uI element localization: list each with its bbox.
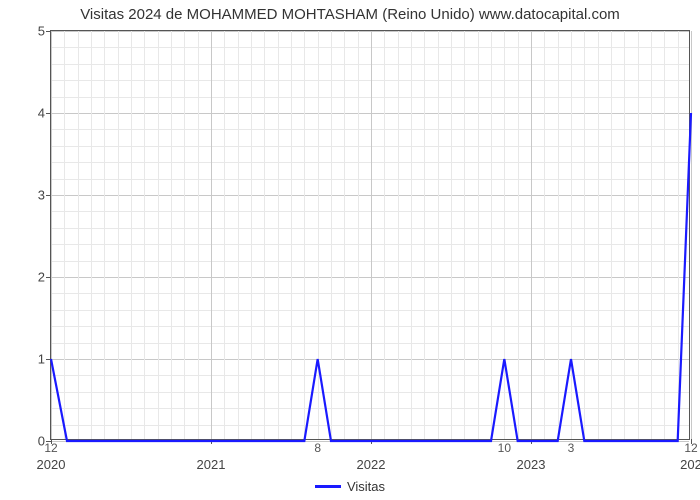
ytick-label: 2: [38, 270, 51, 285]
ytick-label: 3: [38, 188, 51, 203]
plot-area: 012345202020212022202320212810312: [50, 30, 690, 440]
ytick-label: 4: [38, 106, 51, 121]
chart-title: Visitas 2024 de MOHAMMED MOHTASHAM (Rein…: [0, 6, 700, 23]
ytick-label: 1: [38, 352, 51, 367]
spike-label: 3: [568, 439, 575, 455]
legend-label: Visitas: [347, 479, 385, 494]
legend-swatch: [315, 485, 341, 488]
spike-label: 12: [44, 439, 57, 455]
xtick-label: 2022: [357, 439, 386, 472]
grid-line-x-major: [691, 31, 692, 439]
spike-label: 12: [684, 439, 697, 455]
xtick-label: 2021: [197, 439, 226, 472]
series-svg: [51, 31, 691, 441]
legend: Visitas: [0, 478, 700, 494]
xtick-label: 2023: [517, 439, 546, 472]
spike-label: 10: [498, 439, 511, 455]
series-polyline: [51, 113, 691, 441]
chart-container: Visitas 2024 de MOHAMMED MOHTASHAM (Rein…: [0, 0, 700, 500]
spike-label: 8: [314, 439, 321, 455]
ytick-label: 5: [38, 24, 51, 39]
